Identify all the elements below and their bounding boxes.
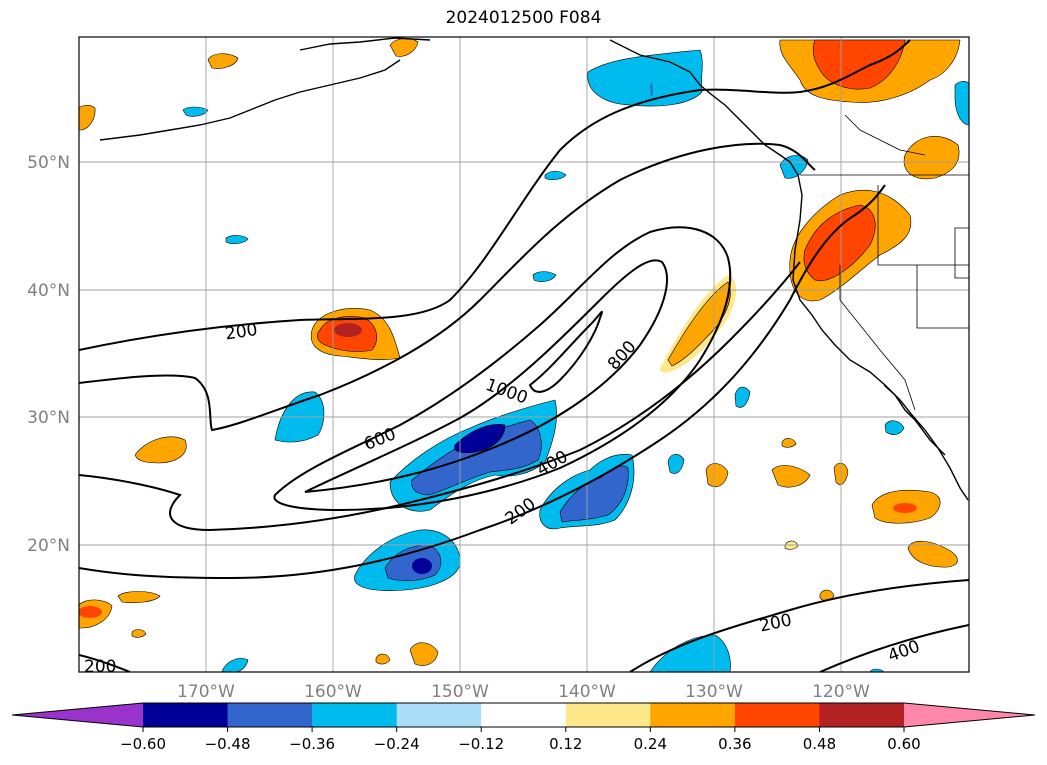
lon-label-140w: 140°W — [558, 682, 616, 702]
lat-label-20n: 20°N — [27, 536, 70, 556]
map-plot-area: 200 600 1000 800 400 200 200 400 200 — [79, 37, 969, 677]
colorbar-extend-high — [904, 703, 1035, 727]
plot-frame — [78, 36, 970, 673]
colorbar-tick-label: 0.48 — [803, 735, 836, 753]
lon-label-150w: 150°W — [431, 682, 489, 702]
colorbar-tick-label: −0.36 — [289, 735, 335, 753]
contour-label: 200 — [758, 610, 794, 636]
colorbar-segment — [565, 703, 651, 727]
colorbar-tick-label: 0.12 — [549, 735, 582, 753]
lat-label-30n: 30°N — [27, 408, 70, 428]
colorbar-segment — [312, 703, 398, 727]
colorbar-segment — [396, 703, 482, 727]
contour-label: 200 — [224, 320, 259, 344]
contour-label: 200 — [502, 494, 540, 529]
state-borders — [800, 114, 969, 411]
colorbar-segment — [481, 703, 567, 727]
contour-label: 1000 — [483, 375, 530, 409]
colorbar-segment — [143, 703, 229, 727]
colorbar-segment — [734, 703, 820, 727]
latitude-labels: 50°N 40°N 30°N 20°N — [27, 153, 70, 556]
contour-label: 400 — [885, 637, 922, 667]
colorbar-tick-label: −0.48 — [205, 735, 251, 753]
longitude-labels: 170°W 160°W 150°W 140°W 130°W 120°W — [177, 682, 870, 702]
colorbar: −0.60 −0.48 −0.36 −0.24 −0.12 0.12 0.24 0.36 0.4… — [11, 702, 1036, 753]
lat-label-50n: 50°N — [27, 153, 70, 173]
colorbar-segment — [819, 703, 905, 727]
contour-label: 200 — [84, 657, 116, 677]
lon-label-160w: 160°W — [304, 682, 362, 702]
colorbar-tick-label: 0.60 — [887, 735, 920, 753]
lat-label-40n: 40°N — [27, 281, 70, 301]
colorbar-tick-label: −0.60 — [120, 735, 166, 753]
contour-lines — [79, 39, 969, 672]
colorbar-tick-label: −0.24 — [374, 735, 420, 753]
lon-label-120w: 120°W — [812, 682, 870, 702]
colorbar-segment — [227, 703, 313, 727]
lon-label-130w: 130°W — [685, 682, 743, 702]
colorbar-tick-label: −0.12 — [458, 735, 504, 753]
contour-label: 800 — [604, 337, 641, 375]
contour-labels: 200 600 1000 800 400 200 200 400 200 — [84, 320, 923, 677]
colorbar-extend-low — [12, 703, 143, 727]
colorbar-segment — [650, 703, 736, 727]
colorbar-tick-label: 0.24 — [634, 735, 667, 753]
map-title: 2024012500 F084 — [445, 8, 602, 28]
colorbar-tick-label: 0.36 — [718, 735, 751, 753]
graticule — [79, 37, 969, 672]
coastlines — [99, 37, 969, 501]
lon-label-170w: 170°W — [177, 682, 235, 702]
